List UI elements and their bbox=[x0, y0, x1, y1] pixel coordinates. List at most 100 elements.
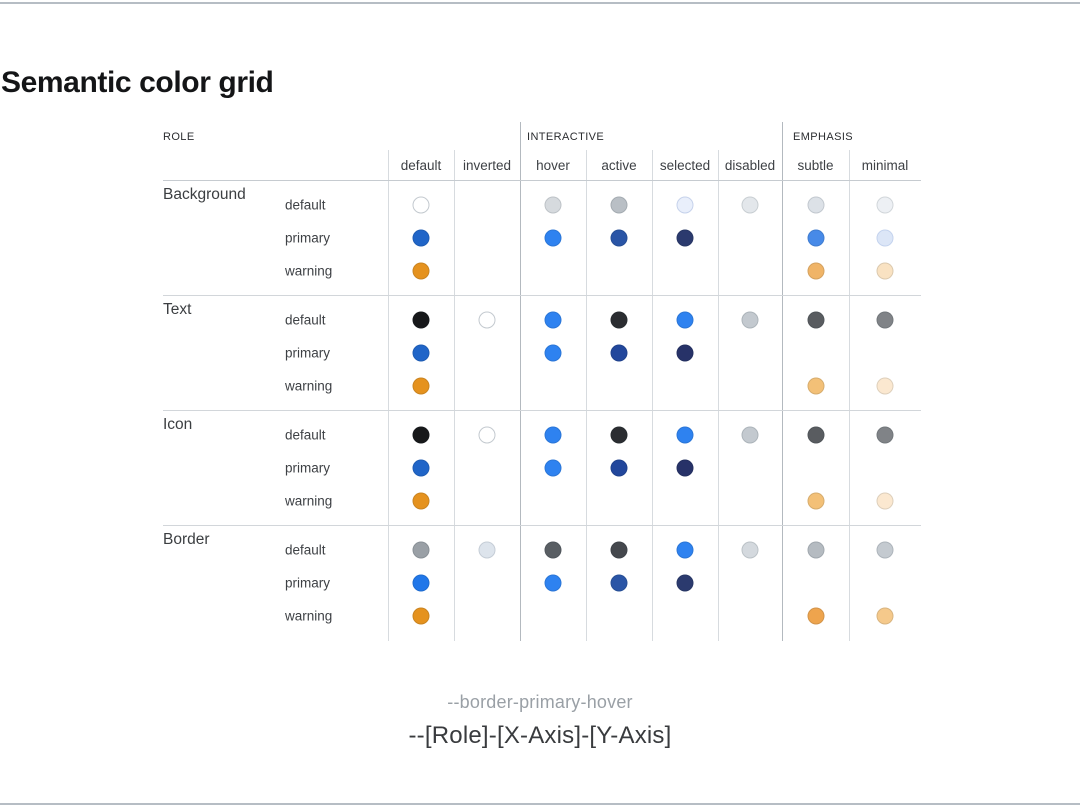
swatch-text-warning-minimal[interactable] bbox=[876, 377, 894, 395]
swatch-icon-primary-default[interactable] bbox=[412, 459, 430, 477]
variant-label-default: default bbox=[285, 427, 326, 443]
semantic-color-grid: ROLE INTERACTIVE EMPHASIS default inverte… bbox=[163, 122, 921, 642]
row-group-separator bbox=[163, 410, 921, 411]
group-divider-line bbox=[520, 122, 521, 641]
swatch-border-default-selected[interactable] bbox=[676, 541, 694, 559]
column-divider-line bbox=[454, 150, 455, 641]
swatch-background-default-disabled[interactable] bbox=[741, 196, 759, 214]
swatch-text-primary-active[interactable] bbox=[610, 344, 628, 362]
swatch-text-default-hover[interactable] bbox=[544, 311, 562, 329]
hovered-token-label: --border-primary-hover bbox=[447, 692, 633, 712]
token-naming-formula: --[Role]-[X-Axis]-[Y-Axis] bbox=[408, 722, 672, 749]
swatch-icon-default-subtle[interactable] bbox=[807, 426, 824, 444]
swatch-text-warning-subtle[interactable] bbox=[807, 377, 824, 395]
header-underline bbox=[163, 180, 921, 181]
variant-label-default: default bbox=[285, 312, 326, 328]
role-label-icon: Icon bbox=[163, 416, 193, 433]
column-divider-line bbox=[718, 150, 719, 641]
swatch-border-default-default[interactable] bbox=[412, 541, 430, 559]
swatch-background-default-default[interactable] bbox=[412, 196, 430, 214]
column-divider-line bbox=[652, 150, 653, 641]
swatch-background-primary-selected[interactable] bbox=[676, 229, 694, 247]
swatch-border-default-disabled[interactable] bbox=[741, 541, 759, 559]
swatch-icon-warning-minimal[interactable] bbox=[876, 492, 894, 510]
swatch-border-default-subtle[interactable] bbox=[807, 541, 824, 559]
variant-label-primary: primary bbox=[285, 230, 331, 246]
variant-label-warning: warning bbox=[285, 378, 333, 394]
column-header-inverted: inverted bbox=[462, 157, 512, 173]
role-label-border: Border bbox=[163, 531, 210, 548]
swatch-background-warning-default[interactable] bbox=[412, 262, 430, 280]
swatch-border-warning-subtle[interactable] bbox=[807, 607, 824, 625]
swatch-background-warning-subtle[interactable] bbox=[807, 262, 824, 280]
swatch-background-warning-minimal[interactable] bbox=[876, 262, 894, 280]
swatch-border-primary-selected[interactable] bbox=[676, 574, 694, 592]
swatch-icon-primary-selected[interactable] bbox=[676, 459, 694, 477]
variant-label-warning: warning bbox=[285, 608, 333, 624]
column-header-disabled: disabled bbox=[724, 157, 776, 173]
swatch-border-primary-default[interactable] bbox=[412, 574, 430, 592]
swatch-icon-default-default[interactable] bbox=[412, 426, 430, 444]
variant-label-primary: primary bbox=[285, 575, 331, 591]
column-header-minimal: minimal bbox=[861, 157, 909, 173]
swatch-background-default-hover[interactable] bbox=[544, 196, 562, 214]
swatch-border-default-active[interactable] bbox=[610, 541, 628, 559]
swatch-text-primary-hover[interactable] bbox=[544, 344, 562, 362]
swatch-background-primary-minimal[interactable] bbox=[876, 229, 894, 247]
swatch-border-warning-minimal[interactable] bbox=[876, 607, 894, 625]
swatch-background-primary-hover[interactable] bbox=[544, 229, 562, 247]
swatch-background-default-subtle[interactable] bbox=[807, 196, 824, 214]
column-header-subtle: subtle bbox=[797, 157, 834, 173]
swatch-border-default-minimal[interactable] bbox=[876, 541, 894, 559]
top-edge-line bbox=[0, 2, 1080, 4]
swatch-text-default-active[interactable] bbox=[610, 311, 628, 329]
swatch-text-default-disabled[interactable] bbox=[741, 311, 759, 329]
swatch-icon-default-hover[interactable] bbox=[544, 426, 562, 444]
swatch-background-primary-active[interactable] bbox=[610, 229, 628, 247]
role-axis-header: ROLE bbox=[163, 131, 195, 143]
swatch-background-default-minimal[interactable] bbox=[876, 196, 894, 214]
swatch-border-primary-active[interactable] bbox=[610, 574, 628, 592]
swatch-icon-warning-subtle[interactable] bbox=[807, 492, 824, 510]
swatch-icon-default-minimal[interactable] bbox=[876, 426, 894, 444]
variant-label-primary: primary bbox=[285, 460, 331, 476]
swatch-icon-primary-hover[interactable] bbox=[544, 459, 562, 477]
swatch-border-primary-hover[interactable] bbox=[544, 574, 562, 592]
swatch-icon-warning-default[interactable] bbox=[412, 492, 430, 510]
swatch-border-default-inverted[interactable] bbox=[478, 541, 496, 559]
swatch-text-primary-selected[interactable] bbox=[676, 344, 694, 362]
swatch-icon-default-selected[interactable] bbox=[676, 426, 694, 444]
swatch-background-default-active[interactable] bbox=[610, 196, 628, 214]
swatch-text-default-selected[interactable] bbox=[676, 311, 694, 329]
column-header-hover: hover bbox=[536, 157, 570, 173]
swatch-text-default-subtle[interactable] bbox=[807, 311, 824, 329]
swatch-text-default-default[interactable] bbox=[412, 311, 430, 329]
column-divider-line bbox=[849, 150, 850, 641]
role-label-text: Text bbox=[163, 301, 192, 318]
swatch-background-primary-default[interactable] bbox=[412, 229, 430, 247]
bottom-edge-line bbox=[0, 803, 1080, 805]
row-group-separator bbox=[163, 525, 921, 526]
swatch-text-primary-default[interactable] bbox=[412, 344, 430, 362]
swatch-text-default-inverted[interactable] bbox=[478, 311, 496, 329]
group-header-emphasis: EMPHASIS bbox=[793, 131, 854, 143]
swatch-icon-primary-active[interactable] bbox=[610, 459, 628, 477]
swatch-border-warning-default[interactable] bbox=[412, 607, 430, 625]
swatch-text-default-minimal[interactable] bbox=[876, 311, 894, 329]
swatch-background-default-selected[interactable] bbox=[676, 196, 694, 214]
swatch-background-primary-subtle[interactable] bbox=[807, 229, 824, 247]
variant-label-default: default bbox=[285, 542, 326, 558]
column-header-active: active bbox=[601, 157, 637, 173]
column-divider-line bbox=[586, 150, 587, 641]
swatch-border-default-hover[interactable] bbox=[544, 541, 562, 559]
swatch-icon-default-inverted[interactable] bbox=[478, 426, 496, 444]
swatch-icon-default-disabled[interactable] bbox=[741, 426, 759, 444]
row-group-separator bbox=[163, 295, 921, 296]
swatch-text-warning-default[interactable] bbox=[412, 377, 430, 395]
group-divider-line bbox=[782, 122, 783, 641]
swatch-icon-default-active[interactable] bbox=[610, 426, 628, 444]
role-label-background: Background bbox=[163, 186, 246, 203]
column-header-selected: selected bbox=[659, 157, 711, 173]
page-title: Semantic color grid bbox=[1, 66, 274, 100]
